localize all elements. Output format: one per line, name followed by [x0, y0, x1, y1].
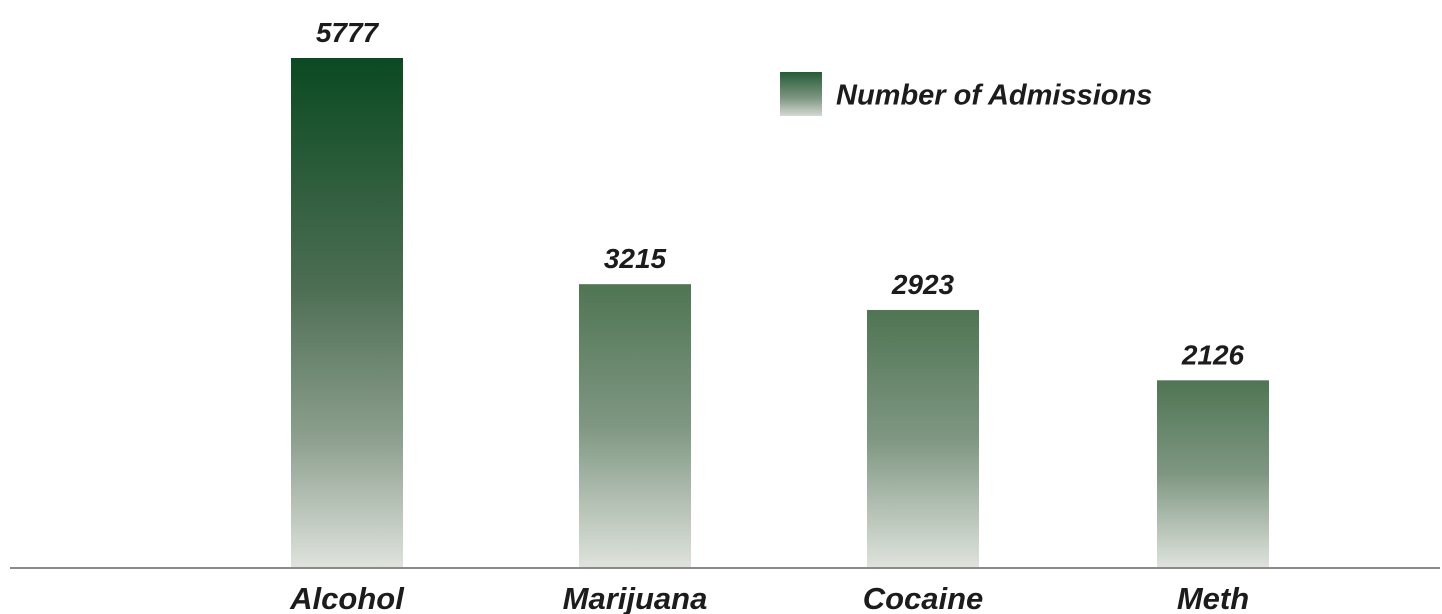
legend-swatch: [780, 72, 822, 116]
bar-cocaine: [867, 309, 979, 568]
value-label-meth: 2126: [1181, 339, 1245, 370]
value-label-cocaine: 2923: [891, 269, 955, 300]
bars-group: [291, 58, 1269, 568]
value-labels-group: 5777 3215 2923 2126: [316, 17, 1245, 370]
category-label-meth: Meth: [1177, 581, 1249, 614]
legend: Number of Admissions: [780, 72, 1152, 116]
bar-alcohol: [291, 58, 403, 568]
value-label-marijuana: 3215: [604, 243, 667, 274]
legend-label: Number of Admissions: [836, 80, 1152, 112]
category-labels-group: Alcohol Marijuana Cocaine Meth: [289, 581, 1249, 614]
bar-meth: [1157, 380, 1269, 568]
value-label-alcohol: 5777: [316, 17, 380, 48]
category-label-cocaine: Cocaine: [863, 581, 984, 614]
bar-marijuana: [579, 284, 691, 568]
category-label-alcohol: Alcohol: [289, 581, 405, 614]
category-label-marijuana: Marijuana: [563, 581, 708, 614]
